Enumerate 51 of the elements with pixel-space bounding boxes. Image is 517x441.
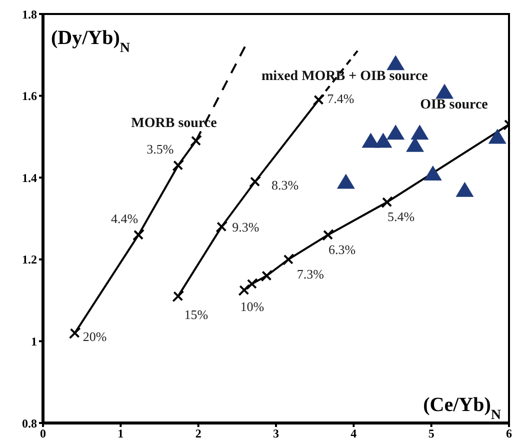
annotation: 6.3%: [328, 242, 356, 257]
y-tick-label: 1.2: [22, 252, 37, 267]
point: [488, 128, 506, 144]
point: [172, 290, 184, 302]
series-label: MORB source: [131, 116, 217, 131]
x-tick-label: 2: [195, 426, 202, 441]
point: [249, 176, 262, 188]
annotation: 5.4%: [388, 209, 415, 224]
point: [282, 253, 294, 266]
annotation: 20%: [82, 329, 107, 344]
x-tick-label: 4: [350, 426, 357, 441]
point: [238, 284, 250, 296]
point: [68, 327, 81, 340]
point: [386, 55, 405, 70]
y-axis-title: (Dy/Yb)$_{N}$: [51, 27, 130, 56]
annotation: 9.3%: [232, 220, 260, 235]
x-axis-title: (Ce/Yb)$_{N}$: [423, 394, 501, 422]
annotation: 4.4%: [110, 210, 138, 226]
y-tick-label: 0.8: [22, 416, 37, 430]
point: [424, 166, 442, 181]
point: [381, 196, 394, 208]
x-tick-label: 6: [506, 426, 512, 441]
point: [336, 174, 355, 189]
point: [172, 159, 184, 172]
point: [216, 220, 228, 233]
y-tick-label: 1.6: [22, 89, 37, 104]
y-tick-label: 1.4: [22, 170, 37, 185]
series-label: OIB source: [420, 97, 488, 112]
x-tick-label: 3: [273, 426, 279, 441]
annotation: 7.3%: [296, 266, 324, 282]
y-tick-label: 1: [31, 334, 37, 348]
point: [386, 124, 405, 140]
annotation: 10%: [240, 299, 264, 314]
point: [374, 132, 392, 148]
annotation: 7.4%: [327, 90, 354, 106]
series-label: mixed MORB + OIB source: [262, 68, 428, 84]
y-tick-label: 1.8: [22, 7, 37, 22]
x-tick-label: 0: [40, 426, 46, 441]
point: [190, 134, 202, 147]
point: [132, 228, 145, 241]
annotation: 3.5%: [146, 141, 174, 156]
point: [436, 84, 454, 99]
x-tick-label: 1: [118, 426, 124, 441]
point: [410, 124, 429, 140]
point: [322, 228, 334, 241]
point: [456, 182, 474, 197]
annotation: 8.3%: [271, 178, 299, 193]
point: [312, 94, 325, 106]
x-tick-label: 5: [428, 426, 434, 441]
annotation: 15%: [184, 307, 208, 322]
point: [260, 270, 273, 282]
